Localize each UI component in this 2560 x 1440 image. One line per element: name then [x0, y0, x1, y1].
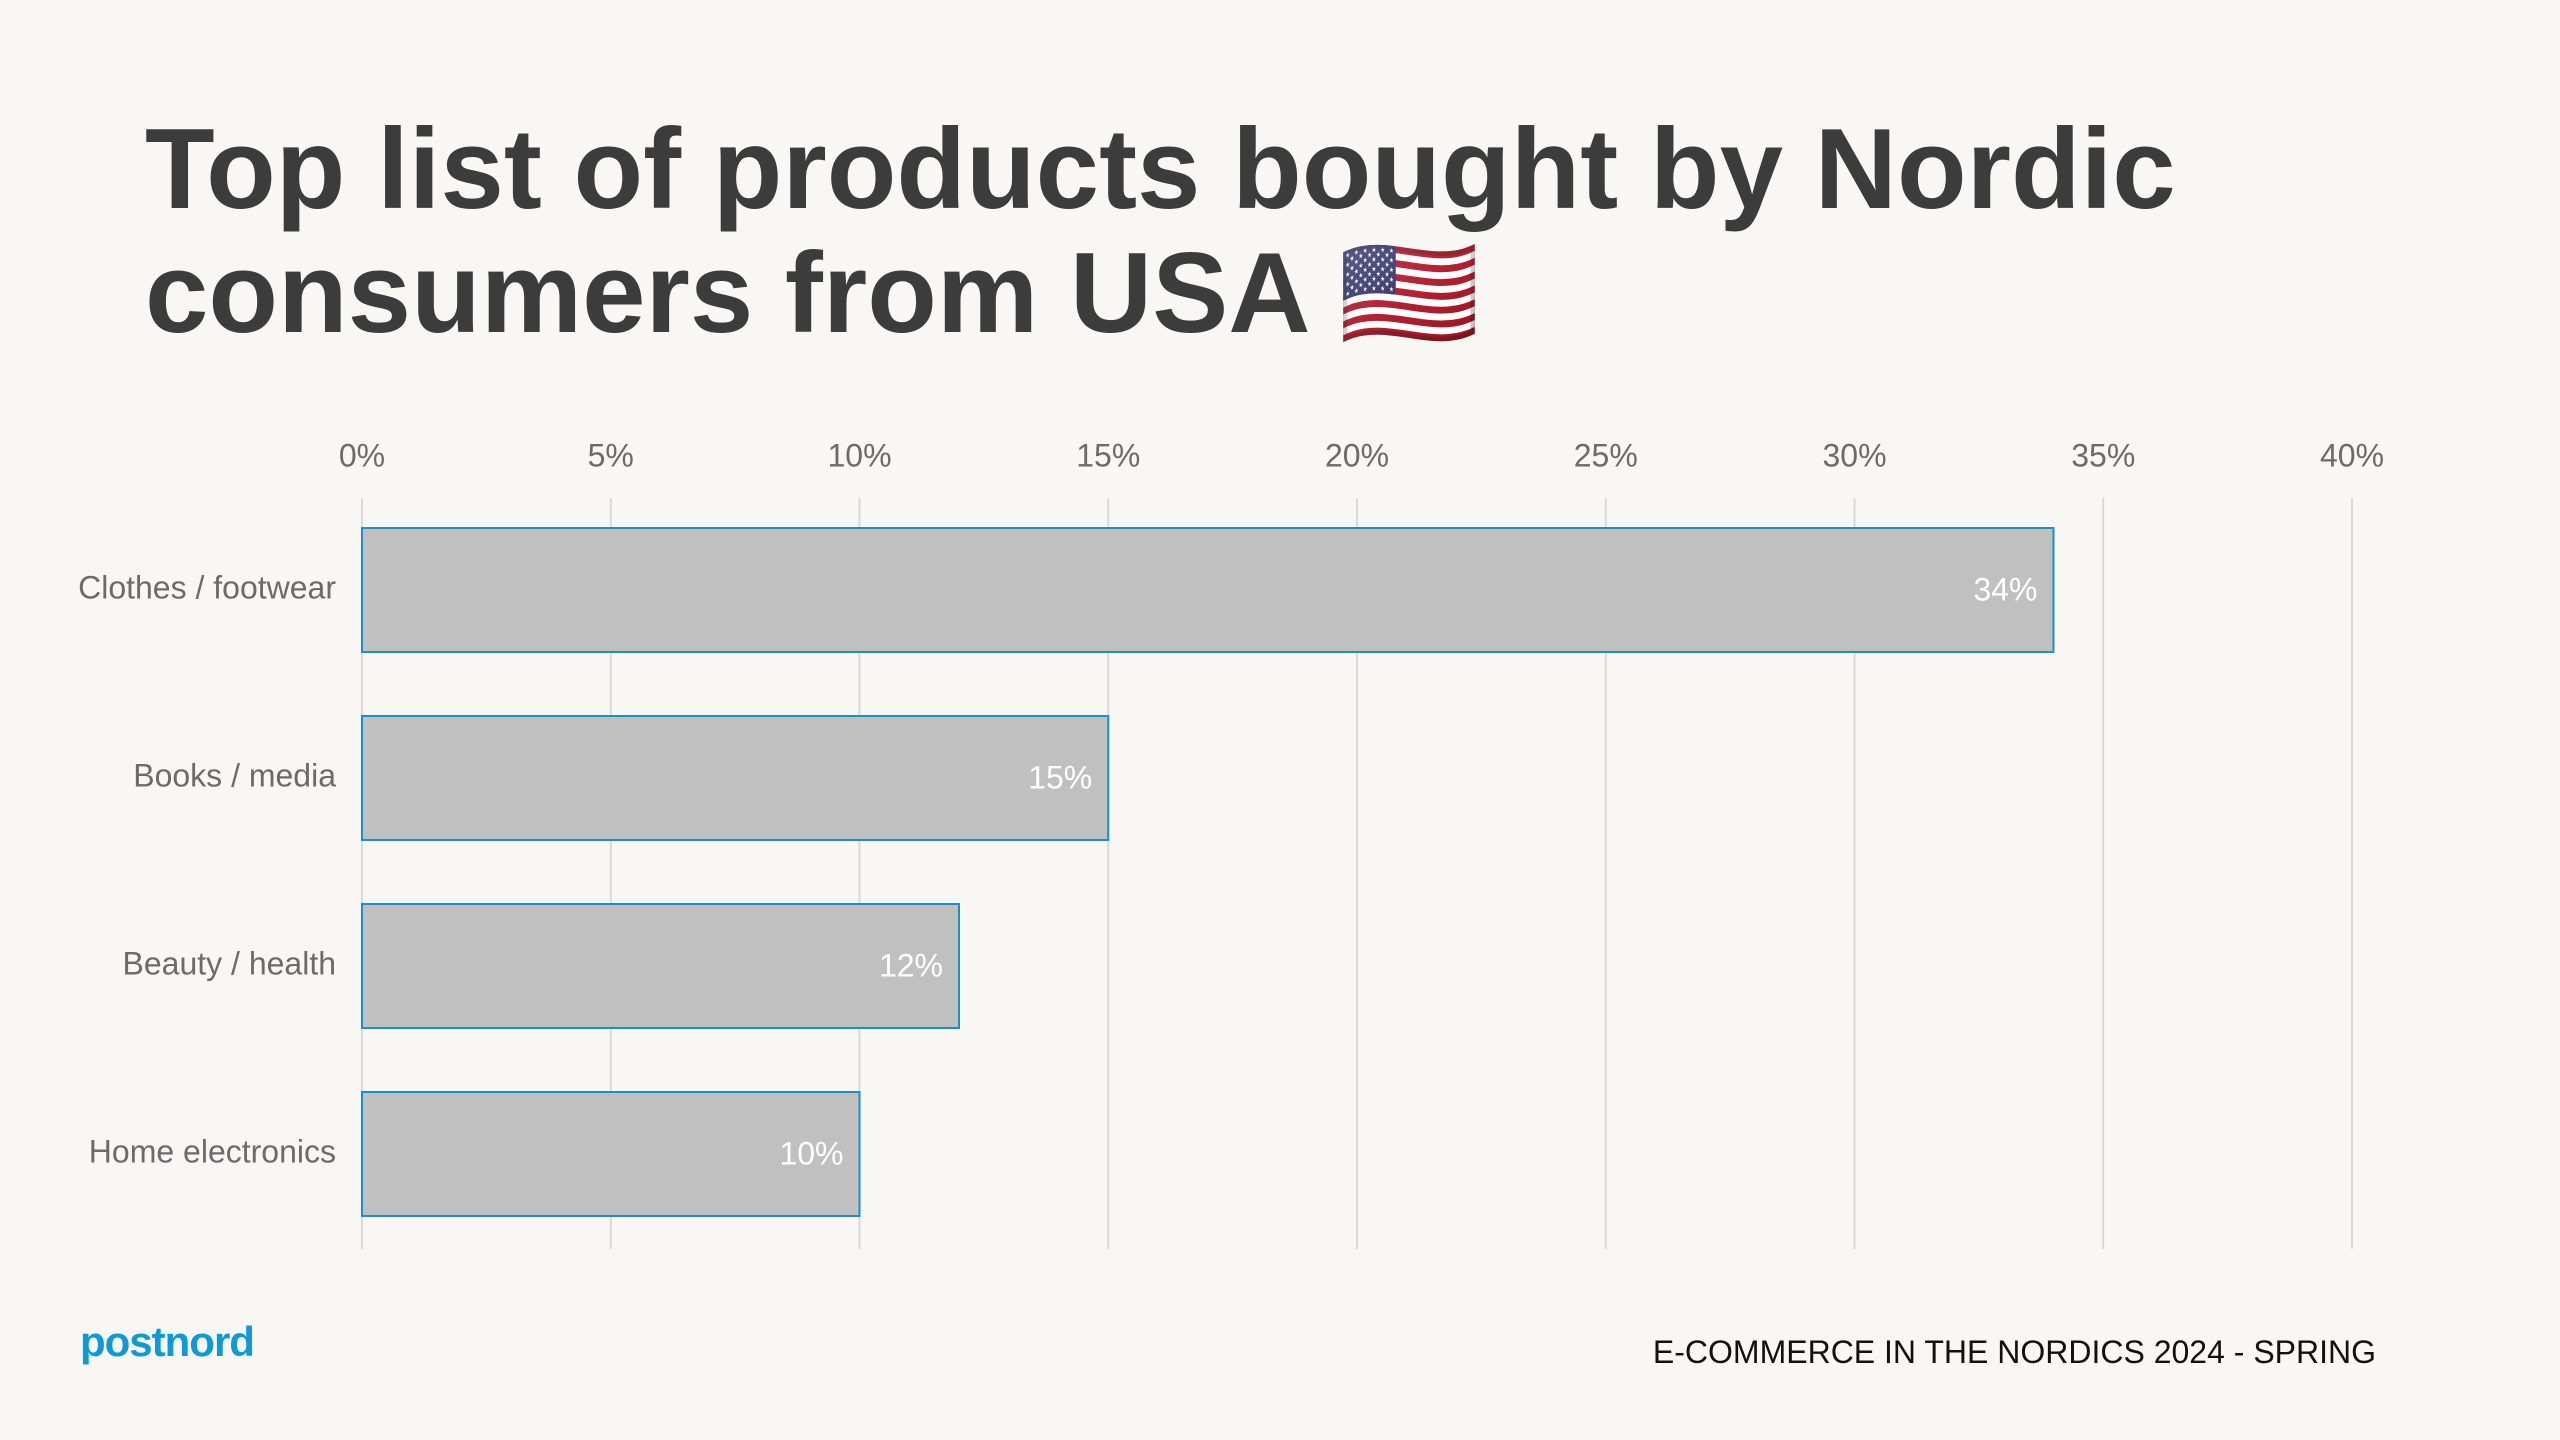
bar	[361, 715, 1110, 841]
x-tick-label: 15%	[1076, 437, 1140, 473]
x-tick-label: 5%	[588, 437, 634, 473]
value-label: 12%	[879, 947, 943, 983]
x-tick-label: 30%	[1822, 437, 1886, 473]
y-tick-label: Books / media	[133, 757, 336, 793]
x-tick-label: 0%	[339, 437, 385, 473]
x-tick-label: 35%	[2071, 437, 2135, 473]
chart-title: Top list of products bought by Nordic co…	[145, 106, 2176, 357]
x-tick-label: 25%	[1574, 437, 1638, 473]
bar	[361, 527, 2055, 653]
x-tick-label: 20%	[1325, 437, 1389, 473]
x-tick-label: 10%	[827, 437, 891, 473]
logo: postnord	[80, 1318, 255, 1365]
y-tick-label: Home electronics	[89, 1133, 336, 1169]
bar	[361, 1091, 861, 1217]
y-tick-label: Beauty / health	[123, 945, 336, 981]
bar	[361, 903, 960, 1029]
value-label: 15%	[1028, 759, 1092, 795]
value-label: 34%	[1973, 571, 2037, 607]
x-tick-label: 40%	[2320, 437, 2384, 473]
value-label: 10%	[779, 1135, 843, 1171]
y-tick-label: Clothes / footwear	[78, 569, 336, 605]
footer: E-COMMERCE IN THE NORDICS 2024 - SPRING	[1652, 1334, 2376, 1370]
